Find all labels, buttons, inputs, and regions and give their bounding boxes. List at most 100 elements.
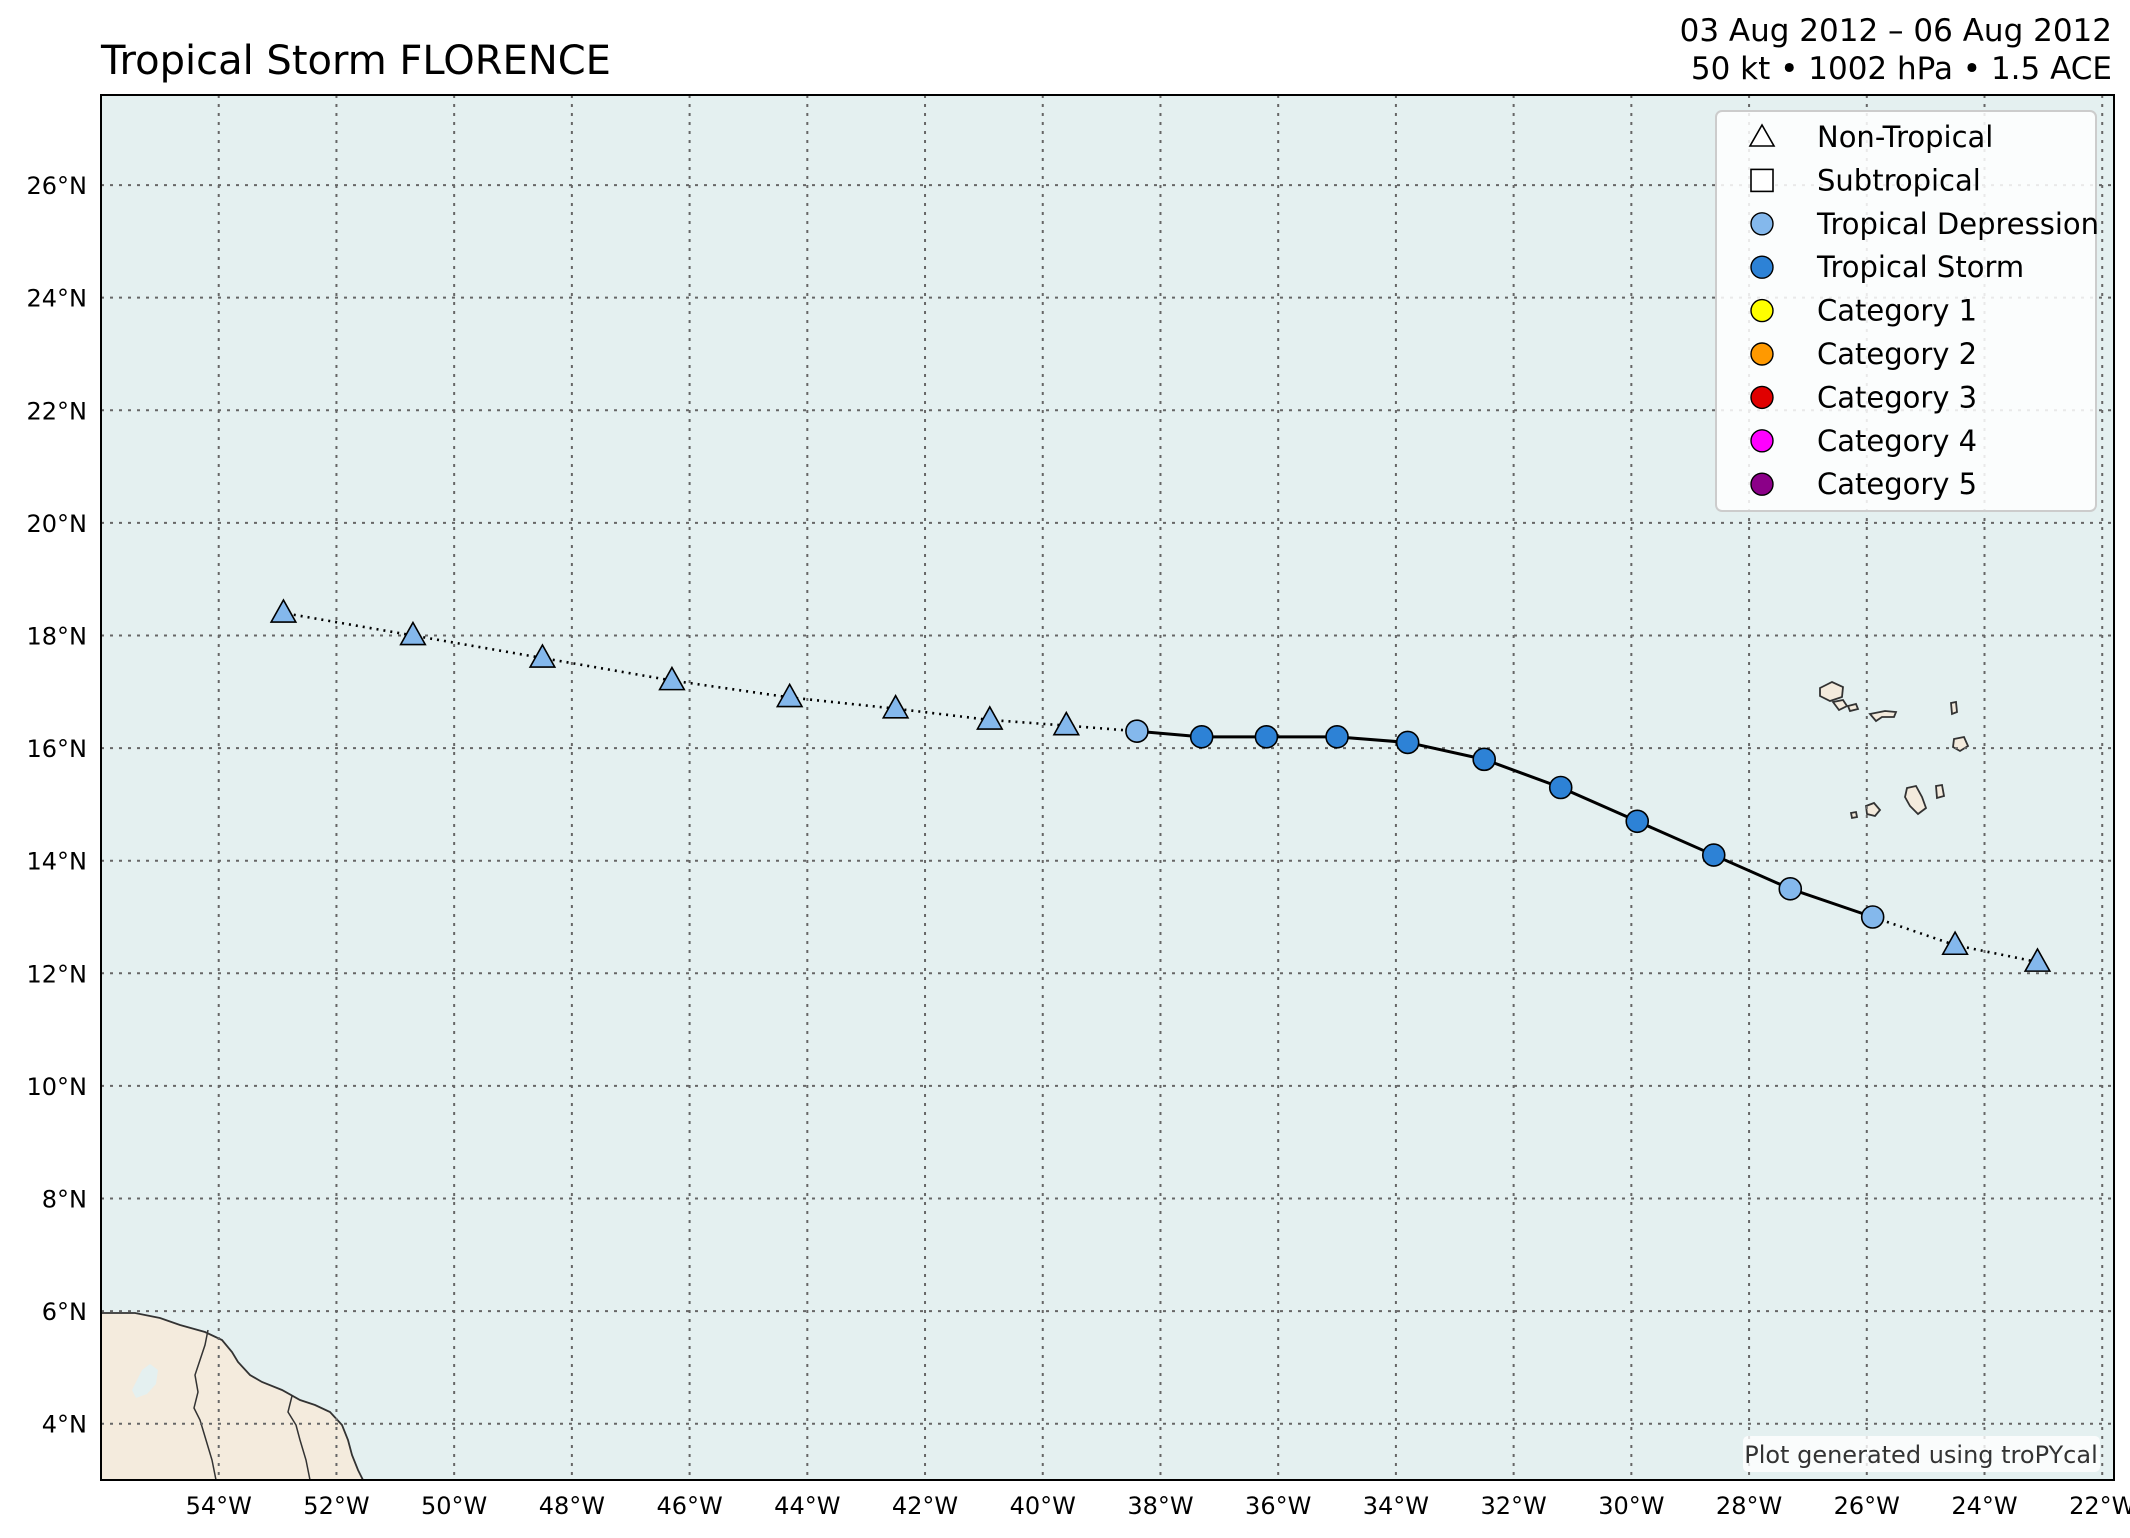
lon-tick-label: 38°W bbox=[1127, 1492, 1193, 1520]
reservoir-lake bbox=[132, 1364, 158, 1398]
track-point-tropical-depression bbox=[1125, 719, 1149, 743]
latitude-tick-labels: 4°N 6°N 8°N 10°N 12°N 14°N 16°N 18°N 20°N 22°N 24°… bbox=[27, 172, 88, 1439]
track-segment-non-tropical bbox=[1066, 724, 1138, 733]
track-segment-non-tropical bbox=[895, 707, 990, 722]
legend-symbol bbox=[1750, 385, 1774, 410]
track-segment-tropical bbox=[1483, 757, 1562, 789]
lat-tick-label: 4°N bbox=[42, 1411, 87, 1439]
legend-label: Category 1 bbox=[1817, 294, 1977, 328]
track-point-non-tropical bbox=[399, 620, 427, 646]
lon-tick-label: 52°W bbox=[303, 1492, 369, 1520]
lat-tick-label: 26°N bbox=[27, 172, 88, 200]
track-point-tropical-storm bbox=[1701, 843, 1726, 867]
track-point-tropical-storm bbox=[1625, 809, 1650, 834]
lat-tick-label: 16°N bbox=[27, 735, 88, 763]
track-segment-tropical bbox=[1560, 786, 1638, 823]
track-segment-non-tropical bbox=[1872, 915, 1956, 947]
santa-luzia-island bbox=[1846, 702, 1860, 713]
lon-tick-label: 22°W bbox=[2069, 1492, 2130, 1520]
lat-tick-label: 20°N bbox=[27, 510, 88, 538]
track-point-non-tropical bbox=[2023, 947, 2052, 972]
track-segment-tropical bbox=[1789, 887, 1874, 919]
track-point-tropical-storm bbox=[1548, 775, 1573, 800]
track-point-tropical-storm bbox=[1189, 725, 1214, 749]
lon-tick-label: 36°W bbox=[1245, 1492, 1311, 1520]
track-segment-non-tropical bbox=[283, 611, 414, 637]
legend-label: Subtropical bbox=[1817, 163, 1981, 197]
lon-tick-label: 32°W bbox=[1480, 1492, 1546, 1520]
lon-tick-label: 46°W bbox=[656, 1492, 722, 1520]
track-point-non-tropical bbox=[269, 598, 298, 623]
santo-antao-island bbox=[1819, 681, 1844, 702]
track-point-tropical-depression bbox=[1778, 877, 1803, 901]
graticule bbox=[101, 95, 2114, 1480]
track-point-non-tropical bbox=[1052, 710, 1081, 736]
storm-stats: 50 kt • 1002 hPa • 1.5 ACE bbox=[1690, 51, 2112, 87]
track-point-non-tropical bbox=[775, 682, 804, 708]
santiago-island bbox=[1904, 784, 1928, 816]
storm-summary: 03 Aug 2012 – 06 Aug 2012 50 kt • 1002 h… bbox=[1680, 12, 2112, 88]
track-point-non-tropical bbox=[658, 665, 686, 691]
lon-tick-label: 34°W bbox=[1363, 1492, 1429, 1520]
track-segment-tropical bbox=[1336, 735, 1408, 744]
legend-symbol bbox=[1750, 298, 1774, 323]
legend-label: Category 5 bbox=[1817, 467, 1977, 501]
longitude-tick-labels: 54°W 52°W 50°W 48°W 46°W 44°W 42°W 40°W 38°W 36°W… bbox=[186, 1492, 2130, 1520]
track-point-non-tropical bbox=[528, 643, 557, 668]
lat-tick-label: 22°N bbox=[27, 397, 88, 425]
track-point-tropical-depression bbox=[1860, 905, 1885, 929]
lon-tick-label: 28°W bbox=[1716, 1492, 1782, 1520]
storm-title: Tropical Storm FLORENCE bbox=[101, 38, 611, 84]
legend-label: Category 3 bbox=[1817, 380, 1977, 414]
lon-tick-label: 54°W bbox=[186, 1492, 252, 1520]
legend: Non-Tropical Subtropical Tropical Depressi… bbox=[1715, 110, 2099, 512]
lon-tick-label: 50°W bbox=[421, 1492, 487, 1520]
legend-label: Tropical Depression bbox=[1816, 207, 2099, 241]
track-points bbox=[269, 598, 2052, 972]
map-frame bbox=[100, 94, 2115, 1481]
legend-box bbox=[1715, 110, 2097, 512]
lon-tick-label: 26°W bbox=[1834, 1492, 1900, 1520]
lat-tick-label: 12°N bbox=[27, 960, 88, 988]
lat-tick-label: 14°N bbox=[27, 848, 88, 876]
legend-symbol bbox=[1750, 429, 1774, 453]
brava-island bbox=[1849, 810, 1859, 820]
track-segment-non-tropical bbox=[542, 656, 673, 682]
legend-symbol bbox=[1750, 255, 1774, 279]
track-segment-non-tropical bbox=[1954, 943, 2038, 964]
track-segment-non-tropical bbox=[671, 679, 790, 699]
track-point-tropical-storm bbox=[1472, 747, 1497, 772]
credit-text: Plot generated using troPYcal bbox=[1744, 1441, 2098, 1469]
legend-symbol bbox=[1750, 212, 1774, 236]
lat-tick-label: 6°N bbox=[42, 1298, 87, 1326]
track-point-non-tropical bbox=[976, 705, 1004, 730]
maio-island bbox=[1935, 783, 1946, 800]
lon-tick-label: 24°W bbox=[1951, 1492, 2017, 1520]
legend-symbol bbox=[1750, 472, 1774, 496]
fogo-island bbox=[1865, 801, 1882, 818]
south-america-land bbox=[101, 1312, 365, 1480]
lat-tick-label: 18°N bbox=[27, 622, 88, 650]
sao-vicente-island bbox=[1831, 698, 1849, 712]
track-point-tropical-storm bbox=[1325, 725, 1349, 749]
lon-tick-label: 40°W bbox=[1010, 1492, 1076, 1520]
sal-island bbox=[1950, 700, 1958, 716]
track-point-tropical-storm bbox=[1254, 725, 1279, 749]
land-masses bbox=[101, 681, 1970, 1480]
legend-label: Non-Tropical bbox=[1817, 120, 1993, 154]
track-segment-tropical bbox=[1407, 740, 1485, 761]
date-range: 03 Aug 2012 – 06 Aug 2012 bbox=[1679, 13, 2112, 49]
track-point-non-tropical bbox=[1941, 930, 1969, 956]
legend-label: Category 4 bbox=[1817, 424, 1977, 458]
credit-box: Plot generated using troPYcal bbox=[1743, 1436, 2100, 1472]
legend-symbol bbox=[1748, 123, 1776, 147]
track-segment-non-tropical bbox=[412, 634, 543, 660]
track-segment-tropical bbox=[1636, 819, 1715, 857]
lon-tick-label: 48°W bbox=[539, 1492, 605, 1520]
sao-nicolau-island bbox=[1868, 710, 1898, 723]
lon-tick-label: 42°W bbox=[892, 1492, 958, 1520]
track-segment-non-tropical bbox=[989, 718, 1067, 727]
legend-label: Category 2 bbox=[1817, 337, 1977, 371]
track-point-non-tropical bbox=[881, 694, 910, 719]
